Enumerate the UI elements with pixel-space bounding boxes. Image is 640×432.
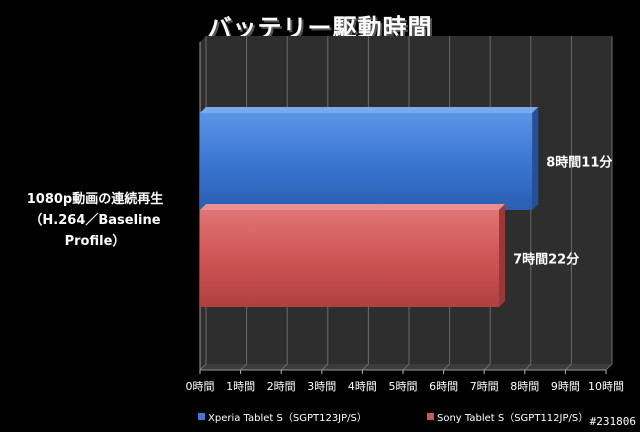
- legend-swatch-xperia: [198, 413, 205, 420]
- gridline-floor: [524, 363, 532, 371]
- legend-swatch-sony: [427, 413, 434, 420]
- x-tick-label: 6時間: [429, 380, 458, 393]
- image-id-watermark: #231806: [589, 415, 636, 428]
- gridline-floor: [321, 363, 329, 371]
- data-label-xperia: 8時間11分: [546, 155, 612, 171]
- x-tick-label: 3時間: [307, 380, 336, 393]
- x-tick-label: 7時間: [470, 380, 499, 393]
- x-tick-label: 2時間: [267, 380, 296, 393]
- gridline-floor: [483, 363, 491, 371]
- data-label-sony: 7時間22分: [513, 252, 579, 268]
- bar-top-xperia: [200, 107, 539, 113]
- gridline-floor: [565, 363, 572, 371]
- legend-label-sony: Sony Tablet S（SGPT112JP/S）: [437, 413, 589, 424]
- x-tick-label: 10時間: [588, 380, 624, 393]
- gridline-floor: [402, 363, 410, 371]
- gridline-floor: [240, 363, 247, 371]
- category-label: 1080p動画の連続再生 （H.264／Baseline Profile）: [2, 189, 188, 252]
- bar-side-sony: [499, 204, 506, 307]
- x-tick-label: 4時間: [348, 380, 377, 393]
- gridline-floor: [280, 363, 288, 371]
- legend-label-xperia: Xperia Tablet S（SGPT123JP/S）: [208, 413, 367, 424]
- gridline-floor: [199, 363, 207, 371]
- x-tick-label: 0時間: [186, 380, 215, 393]
- gridline-floor: [443, 363, 450, 371]
- bar-sony: [200, 210, 500, 307]
- category-label-line2: （H.264／Baseline Profile）: [29, 213, 161, 249]
- x-tick-label: 5時間: [389, 380, 418, 393]
- legend-item-xperia: Xperia Tablet S（SGPT123JP/S）: [198, 409, 367, 424]
- legend-item-sony: Sony Tablet S（SGPT112JP/S）: [427, 409, 588, 424]
- x-tick-label: 8時間: [510, 380, 539, 393]
- gridline-floor: [362, 363, 369, 371]
- bar-top-sony: [200, 204, 506, 210]
- gridline-floor: [605, 363, 613, 371]
- bar-side-xperia: [532, 107, 539, 210]
- x-tick-label: 1時間: [226, 380, 255, 393]
- bar-xperia: [200, 113, 533, 210]
- x-tick-label: 9時間: [551, 380, 580, 393]
- category-label-line1: 1080p動画の連続再生: [26, 192, 164, 207]
